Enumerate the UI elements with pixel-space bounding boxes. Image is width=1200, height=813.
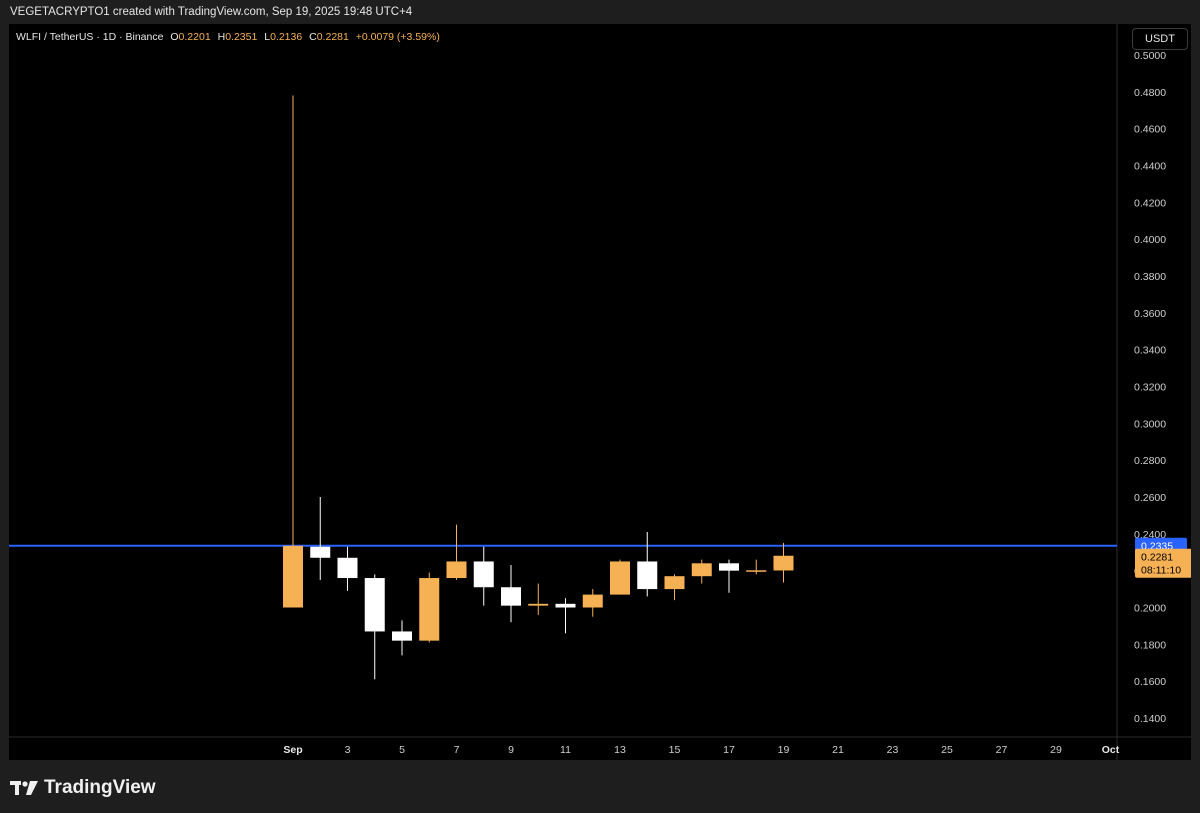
close-value: 0.2281 (316, 31, 349, 43)
candle-body (719, 563, 739, 571)
x-tick-label: Oct (1102, 744, 1120, 756)
x-tick-label: 29 (1050, 744, 1062, 756)
candle-body (501, 587, 521, 606)
currency-button[interactable]: USDT (1132, 28, 1188, 50)
candle-body (528, 603, 549, 606)
candle-body (664, 576, 685, 590)
y-tick-label: 0.3600 (1134, 308, 1166, 320)
high-value: 0.2351 (225, 31, 258, 43)
y-tick-label: 0.3400 (1134, 345, 1166, 357)
y-tick-label: 0.3200 (1134, 382, 1166, 394)
x-tick-label: 3 (345, 744, 351, 756)
candle-body (637, 561, 658, 590)
close-key: C (309, 31, 317, 43)
candle-body (555, 603, 576, 608)
symbol-label[interactable]: WLFI / TetherUS · 1D · Binance (16, 31, 164, 43)
y-tick-label: 0.2600 (1134, 492, 1166, 504)
candle-body (419, 578, 440, 641)
candle-body (364, 578, 385, 632)
x-tick-label: 23 (887, 744, 899, 756)
y-tick-label: 0.4000 (1134, 234, 1166, 246)
y-tick-label: 0.1600 (1134, 676, 1166, 688)
y-tick-label: 0.4600 (1134, 124, 1166, 136)
y-tick-label: 0.3800 (1134, 271, 1166, 283)
x-tick-label: Sep (283, 744, 302, 756)
x-tick-label: 5 (399, 744, 405, 756)
open-key: O (170, 31, 179, 43)
candle-body (310, 546, 331, 558)
candle-body (446, 561, 467, 579)
ohlc-legend: WLFI / TetherUS · 1D · Binance O0.2201 H… (16, 31, 440, 43)
x-tick-label: 27 (996, 744, 1008, 756)
candle-body (773, 555, 794, 571)
y-tick-label: 0.4800 (1134, 87, 1166, 99)
candlestick-chart[interactable]: 0.14000.16000.18000.20000.22000.24000.26… (9, 24, 1191, 760)
last-price-label: 0.2281 (1141, 552, 1173, 564)
y-tick-label: 0.3000 (1134, 418, 1166, 430)
candle-body (582, 594, 603, 608)
x-tick-label: 13 (614, 744, 626, 756)
x-tick-label: 17 (723, 744, 735, 756)
candle-body (691, 563, 712, 577)
y-tick-label: 0.2800 (1134, 455, 1166, 467)
low-value: 0.2136 (270, 31, 303, 43)
y-tick-label: 0.5000 (1134, 50, 1166, 62)
x-tick-label: 25 (941, 744, 953, 756)
x-tick-label: 21 (832, 744, 844, 756)
tradingview-logo[interactable]: TradingView (10, 776, 156, 800)
chart-panel[interactable]: WLFI / TetherUS · 1D · Binance O0.2201 H… (9, 24, 1191, 760)
bar-countdown-label: 08:11:10 (1141, 565, 1181, 577)
x-tick-label: 19 (778, 744, 790, 756)
brand-name: TradingView (44, 777, 156, 798)
candle-body (337, 557, 358, 579)
high-key: H (217, 31, 226, 43)
candle-body (283, 545, 303, 608)
y-tick-label: 0.2000 (1134, 603, 1166, 615)
change-value: +0.0079 (+3.59%) (355, 31, 440, 43)
candle-body (392, 631, 412, 641)
y-tick-label: 0.1400 (1134, 713, 1166, 725)
y-tick-label: 0.1800 (1134, 639, 1166, 651)
x-tick-label: 7 (454, 744, 460, 756)
y-tick-label: 0.4200 (1134, 197, 1166, 209)
candle-body (746, 570, 767, 572)
last-price-tag (1135, 548, 1191, 578)
candle-body (610, 561, 630, 595)
low-key: L (264, 31, 271, 43)
tradingview-logo-icon (10, 781, 38, 795)
y-tick-label: 0.4400 (1134, 161, 1166, 173)
candle-body (473, 561, 494, 588)
open-value: 0.2201 (178, 31, 211, 43)
x-tick-label: 15 (669, 744, 681, 756)
chart-attribution: VEGETACRYPTO1 created with TradingView.c… (10, 6, 413, 18)
x-tick-label: 9 (508, 744, 514, 756)
x-tick-label: 11 (560, 744, 571, 756)
